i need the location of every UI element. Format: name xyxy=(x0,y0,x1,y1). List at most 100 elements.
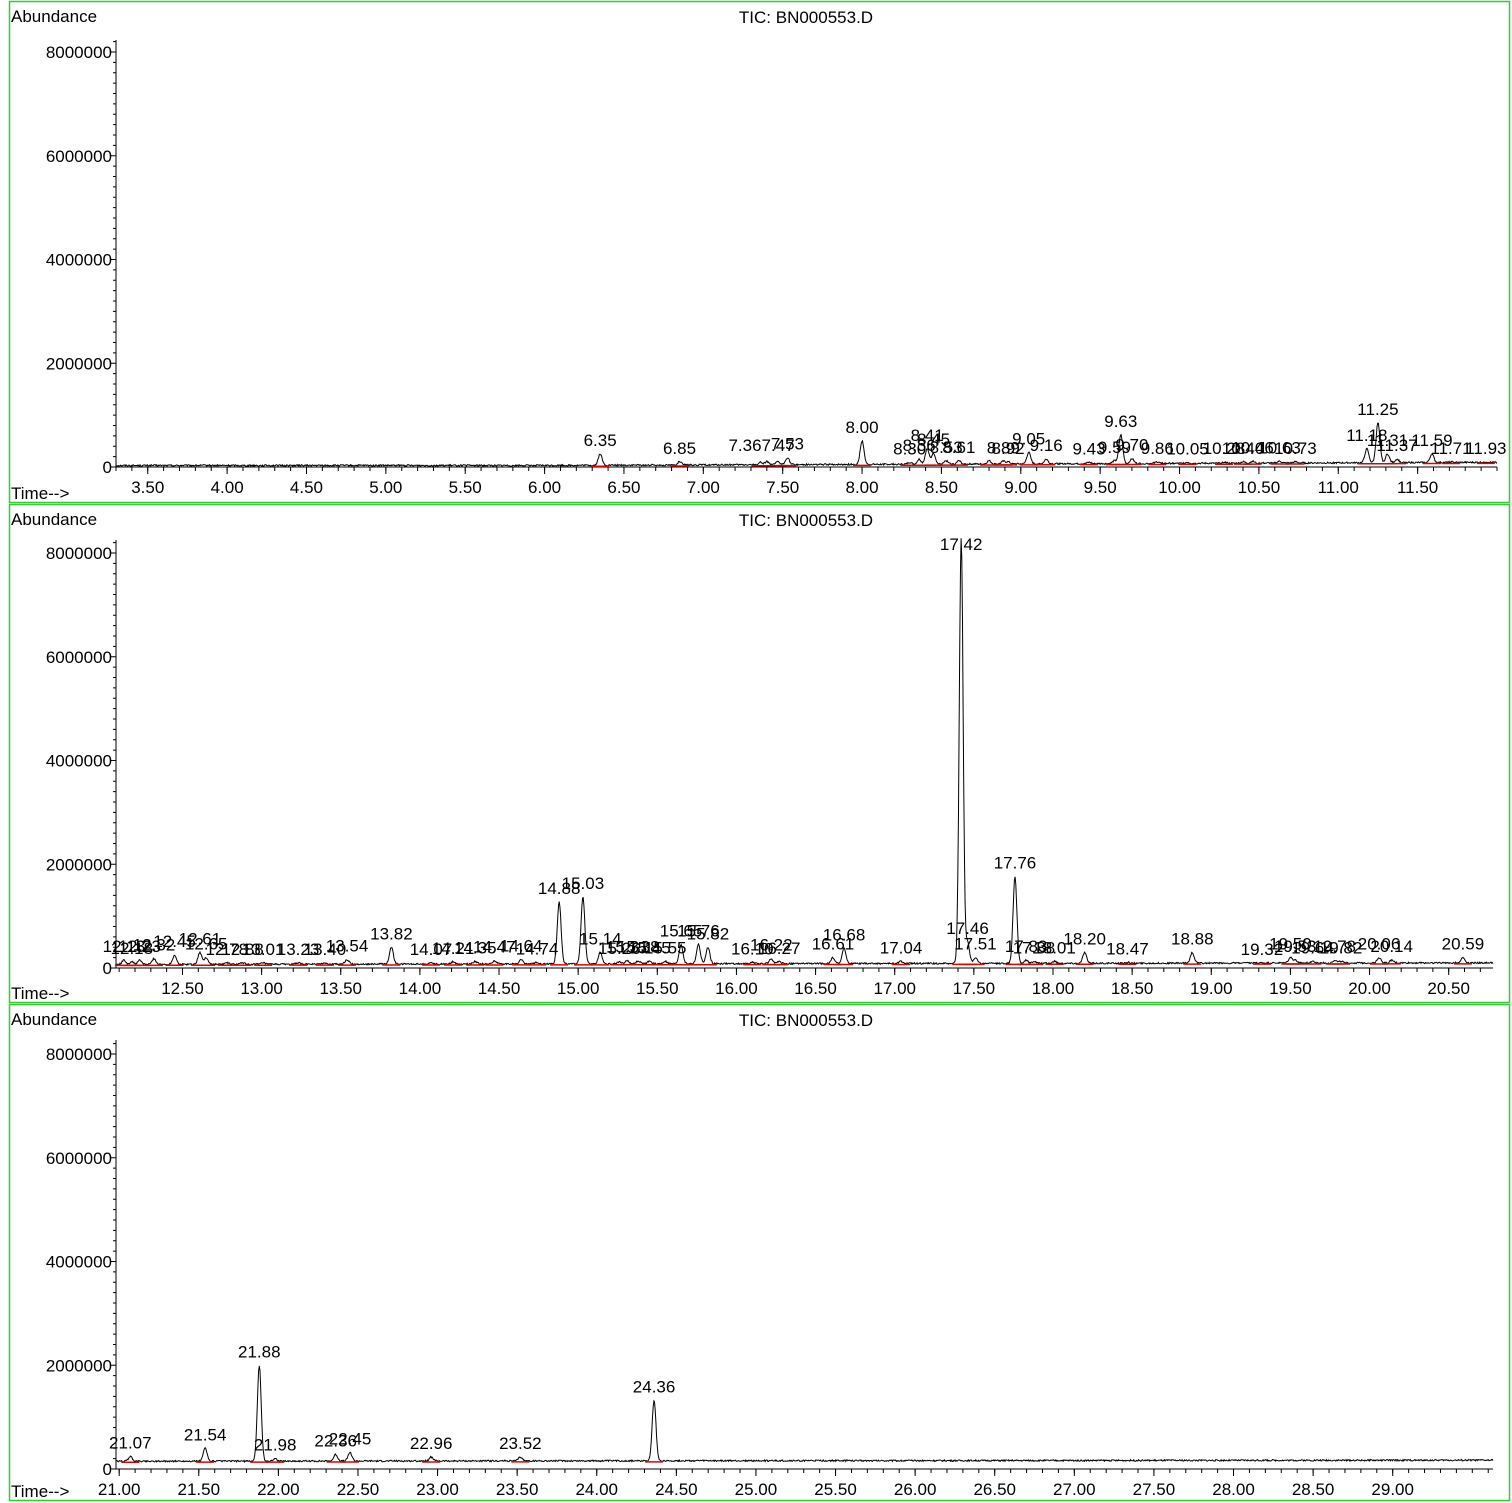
x-tick-label: 9.50 xyxy=(1084,478,1117,497)
x-tick-label: 12.50 xyxy=(161,979,204,998)
peak-label: 10.40 xyxy=(1222,439,1265,458)
peak-label: 8.30 xyxy=(893,439,926,458)
peak-label: 8.00 xyxy=(846,418,879,437)
peak-label: 9.43 xyxy=(1073,439,1106,458)
peak-label: 13.54 xyxy=(326,937,369,956)
peak-label: 10.73 xyxy=(1274,439,1317,458)
peak-label: 18.20 xyxy=(1063,929,1106,948)
x-tick-label: 9.00 xyxy=(1004,478,1037,497)
chart-title: TIC: BN000553.D xyxy=(739,8,873,27)
y-tick-label: 0 xyxy=(103,959,112,978)
y-tick-label: 4000000 xyxy=(46,1253,112,1272)
peak-label: 20.59 xyxy=(1442,935,1485,954)
peak-label: 16.68 xyxy=(823,925,866,944)
y-tick-label: 0 xyxy=(103,1460,112,1479)
peak-label: 22.36 xyxy=(314,1431,357,1450)
x-tick-label: 24.00 xyxy=(575,1480,618,1499)
panel-frame xyxy=(8,1003,1511,1502)
x-tick-label: 18.50 xyxy=(1111,979,1154,998)
chart-title: TIC: BN000553.D xyxy=(739,511,873,530)
peak-label: 8.53 xyxy=(930,438,963,457)
x-tick-label: 4.00 xyxy=(211,478,244,497)
peak-label: 9.70 xyxy=(1115,436,1148,455)
peak-label: 14.35 xyxy=(454,938,497,957)
peak-label: 16.27 xyxy=(758,939,801,958)
peak-label: 14.88 xyxy=(538,879,581,898)
peak-label: 13.40 xyxy=(304,940,347,959)
x-tick-label: 3.50 xyxy=(131,478,164,497)
x-tick-label: 23.50 xyxy=(496,1480,539,1499)
peak-label: 20.14 xyxy=(1370,937,1413,956)
x-tick-label: 11.00 xyxy=(1318,478,1359,497)
peak-label: 9.16 xyxy=(1030,436,1063,455)
y-tick-label: 8000000 xyxy=(46,43,112,62)
peak-label: 8.45 xyxy=(917,430,950,449)
y-tick-label: 2000000 xyxy=(46,855,112,874)
y-tick-label: 6000000 xyxy=(46,648,112,667)
peak-label: 15.03 xyxy=(562,874,605,893)
x-tick-label: 17.00 xyxy=(873,979,916,998)
peak-label: 23.52 xyxy=(499,1434,542,1453)
x-tick-label: 27.50 xyxy=(1133,1480,1176,1499)
peak-label: 10.46 xyxy=(1231,438,1274,457)
x-tick-label: 19.00 xyxy=(1190,979,1233,998)
chart-title: TIC: BN000553.D xyxy=(739,1011,873,1030)
peak-label: 13.23 xyxy=(277,940,320,959)
peak-label: 17.76 xyxy=(994,854,1037,873)
x-axis-label: Time--> xyxy=(11,1482,69,1501)
peak-label: 12.61 xyxy=(179,929,222,948)
peak-label: 11.93 xyxy=(1465,439,1506,458)
x-tick-label: 26.00 xyxy=(894,1480,937,1499)
y-tick-label: 0 xyxy=(103,458,112,477)
peak-label: 16.61 xyxy=(812,935,855,954)
peak-label: 18.01 xyxy=(1033,938,1076,957)
peak-label: 15.38 xyxy=(617,938,660,957)
x-tick-label: 7.50 xyxy=(766,478,799,497)
tic-trace xyxy=(115,422,1498,468)
y-tick-label: 8000000 xyxy=(46,1045,112,1064)
x-tick-label: 4.50 xyxy=(290,478,323,497)
peak-label: 12.18 xyxy=(111,939,154,958)
peak-label: 22.45 xyxy=(329,1429,372,1448)
x-tick-label: 6.50 xyxy=(607,478,640,497)
x-tick-label: 7.00 xyxy=(687,478,720,497)
peak-label: 8.36 xyxy=(903,436,936,455)
peak-label: 14.47 xyxy=(473,938,516,957)
peak-label: 18.47 xyxy=(1106,939,1149,958)
peak-label: 21.54 xyxy=(184,1425,227,1444)
peak-label: 15.45 xyxy=(628,938,671,957)
x-tick-label: 10.00 xyxy=(1158,478,1201,497)
peak-label: 12.23 xyxy=(118,937,161,956)
x-tick-label: 16.00 xyxy=(715,979,758,998)
peak-label: 10.05 xyxy=(1166,439,1209,458)
x-tick-label: 20.50 xyxy=(1427,979,1470,998)
peak-label: 15.76 xyxy=(677,922,720,941)
x-tick-label: 14.00 xyxy=(399,979,442,998)
peak-label: 17.46 xyxy=(946,919,989,938)
peak-label: 11.18 xyxy=(1346,426,1387,445)
peak-label: 17.88 xyxy=(1013,938,1056,957)
peak-label: 15.31 xyxy=(606,938,649,957)
peak-label: 20.06 xyxy=(1358,935,1401,954)
peak-label: 15.26 xyxy=(598,939,641,958)
x-axis-label: Time--> xyxy=(11,984,69,1003)
peak-label: 11.71 xyxy=(1430,439,1471,458)
peak-label: 15.82 xyxy=(687,924,730,943)
panel-frame xyxy=(8,0,1511,504)
peak-label: 9.63 xyxy=(1104,412,1137,431)
panel-frame xyxy=(8,503,1511,1004)
peak-label: 17.42 xyxy=(940,535,983,554)
peak-label: 17.04 xyxy=(880,938,923,957)
peak-label: 18.88 xyxy=(1171,929,1214,948)
x-tick-label: 29.00 xyxy=(1371,1480,1414,1499)
y-tick-label: 4000000 xyxy=(46,752,112,771)
x-tick-label: 14.50 xyxy=(478,979,521,998)
peak-label: 21.98 xyxy=(254,1436,297,1455)
x-tick-label: 13.00 xyxy=(240,979,283,998)
peak-label: 8.61 xyxy=(942,438,975,457)
x-tick-label: 15.50 xyxy=(636,979,679,998)
peak-label: 11.37 xyxy=(1376,436,1417,455)
y-axis-label: Abundance xyxy=(11,510,97,529)
peak-label: 12.13 xyxy=(103,937,146,956)
